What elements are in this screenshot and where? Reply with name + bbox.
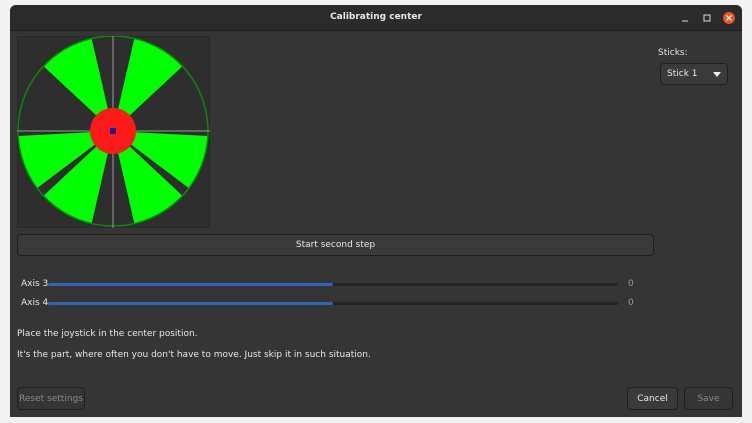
step-button[interactable]: Start second step [17,234,654,256]
wedges [18,38,208,224]
axis-label: Axis 3 [21,279,49,289]
instruction: It's the part, where often you don't hav… [17,350,371,360]
axis-fill [48,283,333,286]
title-bar: Calibrating center [10,5,742,31]
stick-canvas [17,36,210,228]
stick-selected: Stick 1 [667,69,698,79]
stick-position [110,128,116,134]
axis-track [48,302,618,305]
sticks-label: Sticks: [658,48,688,58]
maximize-button[interactable] [703,14,711,22]
window-controls [682,12,735,24]
axis-value: 0 [628,279,634,289]
axis-track [48,283,618,286]
wedge [43,38,113,131]
reset-button[interactable]: Reset settings [17,387,85,410]
window: Calibrating center Sticks: Stick 1 Start… [10,5,742,417]
wedge [43,131,113,224]
cancel-button[interactable]: Cancel [627,387,678,410]
save-button[interactable]: Save [684,387,733,410]
wedge [113,131,183,224]
window-title: Calibrating center [330,12,422,22]
axis-value: 0 [628,298,634,308]
stick-dropdown[interactable]: Stick 1 [660,63,728,85]
wedge [113,131,208,189]
wedge [18,131,113,189]
wedge [113,38,183,131]
instruction: Place the joystick in the center positio… [17,329,198,339]
axis-label: Axis 4 [21,298,49,308]
axis-fill [48,302,333,305]
dropdown-arrow [713,71,721,77]
